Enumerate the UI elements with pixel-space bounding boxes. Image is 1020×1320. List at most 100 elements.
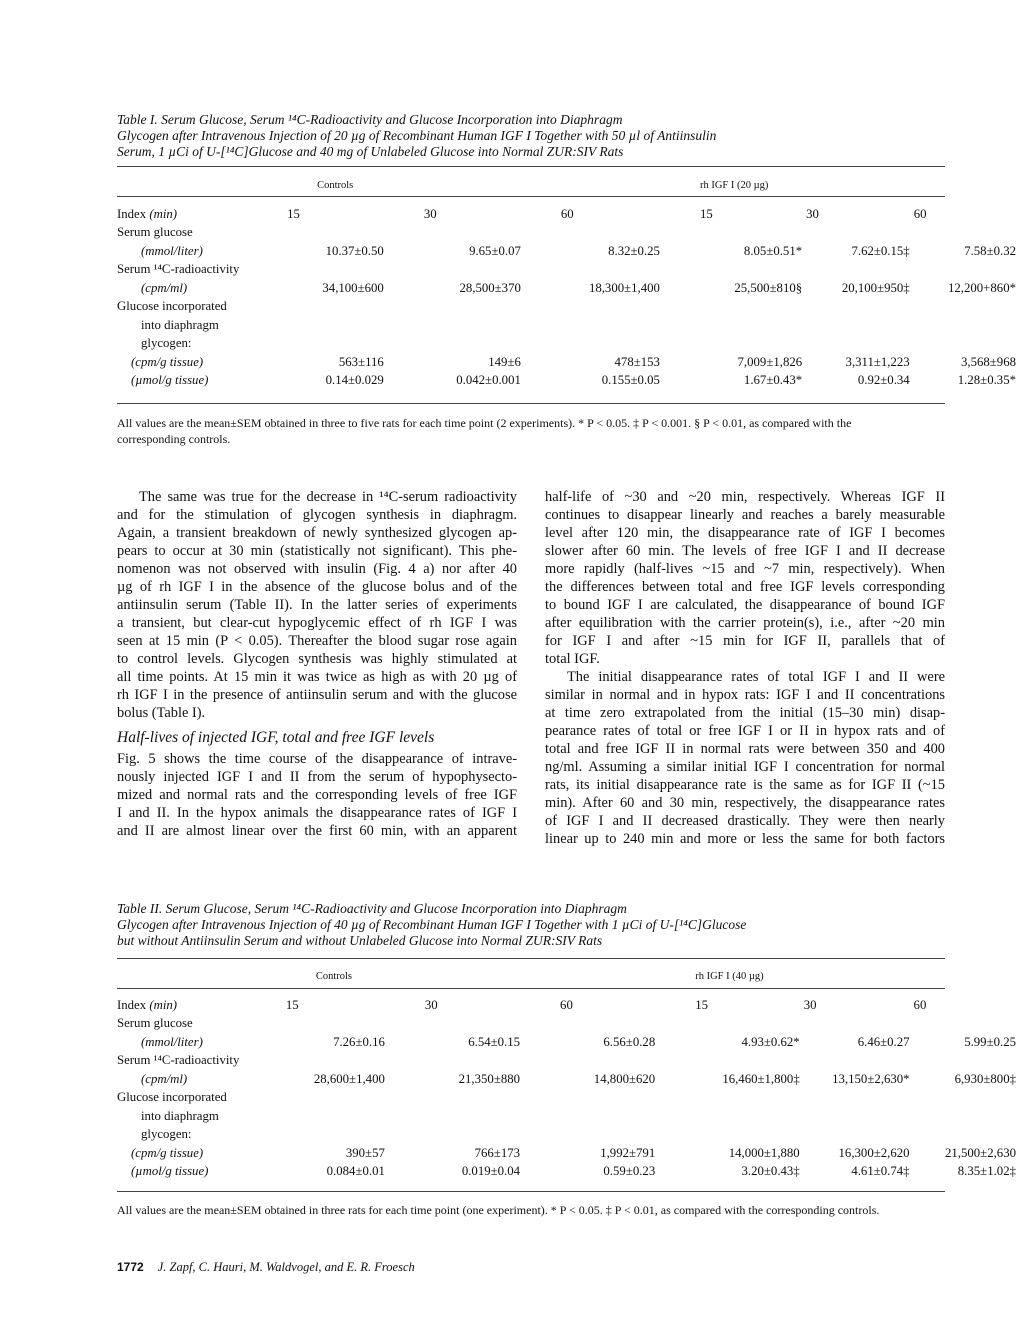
text-line: more rapidly (half-lives ~15 and ~7 min,… [545,561,945,577]
table-cell [561,298,700,317]
row-label-text: Glucose incorporated [117,1090,227,1105]
table-cell [425,1089,560,1108]
table-cell [425,1052,560,1071]
table-title-line: but without Antiinsulin Serum and withou… [117,933,603,948]
row-label-text: Index [117,997,147,1012]
table-cell [914,298,1020,317]
table-cell [700,261,806,280]
table-cell [914,1089,1020,1108]
table-cell [286,1089,425,1108]
table-cell [286,1015,425,1034]
table-cell: 12,200+860* [947,280,1016,295]
row-unit: (cpm/ml) [141,280,188,295]
time-header: 30 [423,206,437,221]
table-cell: 1,992±791 [600,1145,656,1160]
row-label: (cpm/ml) [117,279,287,298]
text-line: Fig. 5 shows the time course of the disa… [117,751,517,767]
table-row: into diaphragm [117,316,1020,335]
text-line: level after 120 min, the disappearance r… [545,525,945,541]
table-cell: 1.67±0.43* [743,373,803,388]
table-cell [700,316,806,335]
table-cell: 7.26±0.16 [333,1034,385,1049]
table-cell: 0.042±0.001 [456,373,521,388]
row-label-text: into diaphragm [141,1108,219,1123]
body-column-right: half-life of ~30 and ~20 min, respective… [545,488,945,848]
text-line: after equilibration with the carrier pro… [545,615,945,631]
table2: Controls rh IGF I (40 µg) Index (min) 15 30 6… [117,966,1020,1181]
table-cell [804,1015,914,1034]
table-cell [695,1015,804,1034]
table-row: (mmol/liter) 10.37±0.50 9.65±0.07 8.32±0.25… [117,242,1020,261]
group-header-controls: Controls [317,179,354,191]
row-label: Glucose incorporated [117,298,287,317]
table-cell: 6,930±800‡ [954,1071,1016,1086]
row-label: Index (min) [117,996,286,1015]
row-label-text: Serum glucose [117,225,193,240]
table-cell: 20,100±950‡ [841,280,910,295]
row-label-text: Serum ¹⁴C-radioactivity [117,1053,240,1068]
table-cell [914,335,1020,354]
table-cell: 13,150±2,630* [832,1071,910,1086]
table-cell [561,224,700,243]
time-header: 30 [806,206,819,221]
page-footer: 1772 J. Zapf, C. Hauri, M. Waldvogel, and… [117,1260,415,1275]
table-cell [287,335,424,354]
group-header-controls: Controls [315,970,353,982]
table-cell [804,1107,914,1126]
table1-footnote: All values are the mean±SEM obtained in … [117,416,852,446]
table-cell: 4.93±0.62* [741,1034,800,1049]
table-cell: 7.62±0.15‡ [851,243,910,258]
table-cell [286,1126,425,1145]
table-cell [425,1107,560,1126]
table-row: glycogen: [117,1126,1020,1145]
table-cell: 8.32±0.25 [608,243,660,258]
time-header: 15 [285,997,299,1012]
row-label-text: Serum ¹⁴C-radioactivity [117,262,240,277]
row-label: (cpm/g tissue) [117,1144,286,1163]
time-header: 60 [560,997,573,1012]
table-title-line: Table I. Serum Glucose, Serum ¹⁴C-Radioa… [117,112,623,127]
table-row: Glucose incorporated [117,1089,1020,1108]
text-line: half-life of ~30 and ~20 min, respective… [545,489,945,505]
table-cell: 0.084±0.01 [326,1164,385,1179]
divider [117,1191,945,1192]
table-cell: 25,500±810§ [734,280,803,295]
table1-title: Table I. Serum Glucose, Serum ¹⁴C-Radioa… [117,112,716,160]
row-label: Serum glucose [117,224,287,243]
table-cell: 14,800±620 [593,1071,656,1086]
table-cell: 6.46±0.27 [857,1034,910,1049]
table-cell: 6.54±0.15 [468,1034,521,1049]
table-row: (µmol/g tissue) 0.14±0.029 0.042±0.001 0.15… [117,372,1020,391]
text-line: similar in normal and in hypox rats: IGF… [545,687,945,703]
table-cell [117,986,1020,996]
row-label: (mmol/liter) [117,1033,286,1052]
text-line: rh IGF I in the presence of antiinsulin … [117,687,517,703]
table-cell [914,1126,1020,1145]
row-label: (cpm/ml) [117,1070,286,1089]
table-cell: 0.14±0.029 [325,373,384,388]
row-unit: (min) [149,206,178,221]
table-cell [804,1126,914,1145]
time-header: 60 [560,206,574,221]
table-cell [806,316,914,335]
text-line: antiinsulin serum (Table II). In the lat… [117,597,517,613]
table-group-header-row: Controls rh IGF I (40 µg) [117,966,1020,986]
table-row: Index (min) 15 30 60 15 30 60 [117,205,1020,224]
table-cell [914,1052,1020,1071]
row-unit: (mmol/liter) [141,243,203,258]
table-cell: 7,009±1,826 [737,354,803,369]
text-line: and II are almost linear over the first … [117,823,517,839]
row-label: (cpm/g tissue) [117,353,287,372]
table-cell [914,224,1020,243]
text-line: a transient, but clear-cut hypoglycemic … [117,615,517,631]
table-cell: 390±57 [345,1145,385,1160]
table-cell [286,1052,425,1071]
table-row: glycogen: [117,335,1020,354]
text-line: for IGF I and after ~15 min for IGF II, … [545,633,945,649]
table-row: (µmol/g tissue) 0.084±0.01 0.019±0.04 0.59±… [117,1163,1020,1182]
table-row: Serum ¹⁴C-radioactivity [117,1052,1020,1071]
table-cell [806,335,914,354]
text-line: mized and normal rats and the correspond… [117,787,517,803]
row-unit: (mmol/liter) [141,1034,203,1049]
row-label: into diaphragm [117,316,287,335]
